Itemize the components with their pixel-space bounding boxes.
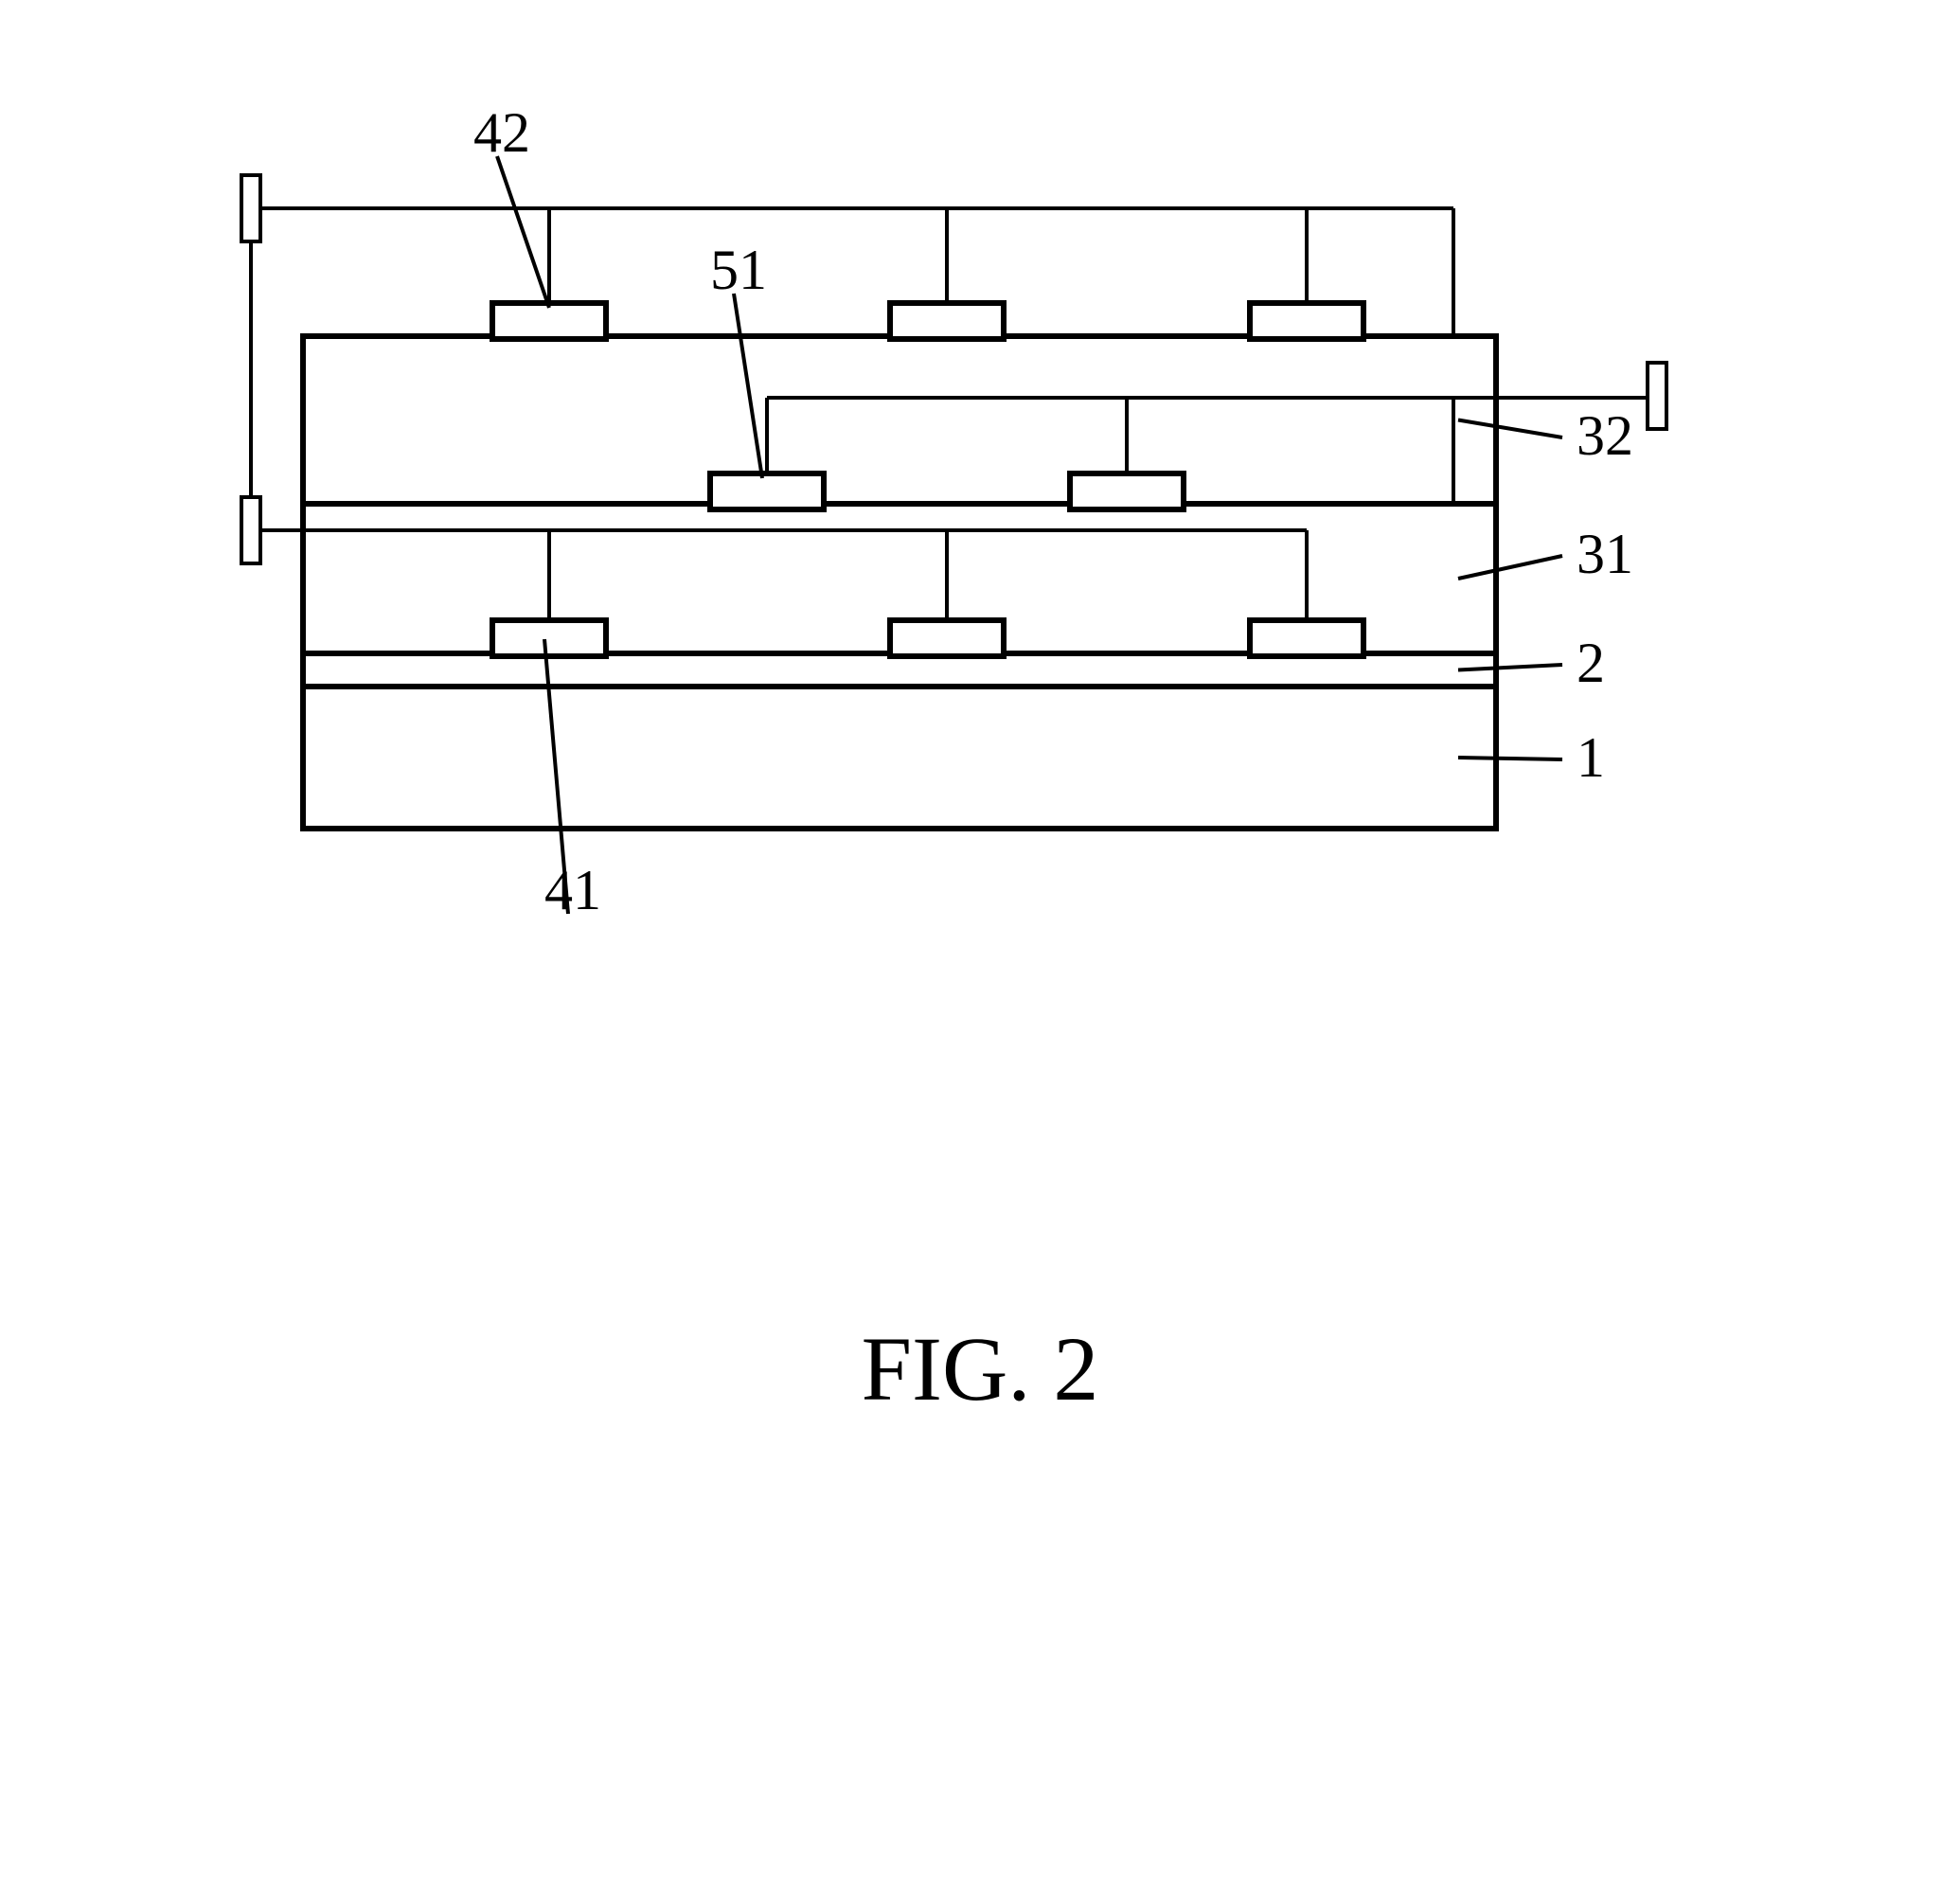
- ref-label-32: 32: [1577, 404, 1633, 467]
- ref-label-1: 1: [1577, 726, 1605, 789]
- ref-label-51: 51: [710, 239, 767, 301]
- ref-label-31: 31: [1577, 523, 1633, 585]
- figure-caption: FIG. 2: [0, 1316, 1960, 1421]
- ref-label-41: 41: [544, 859, 601, 921]
- ref-label-42: 42: [473, 101, 530, 164]
- layered-device-diagram: 42 51 32 31 2 1 41: [170, 95, 1780, 947]
- diagram-container: 42 51 32 31 2 1 41: [170, 95, 1780, 947]
- ref-label-2: 2: [1577, 632, 1605, 694]
